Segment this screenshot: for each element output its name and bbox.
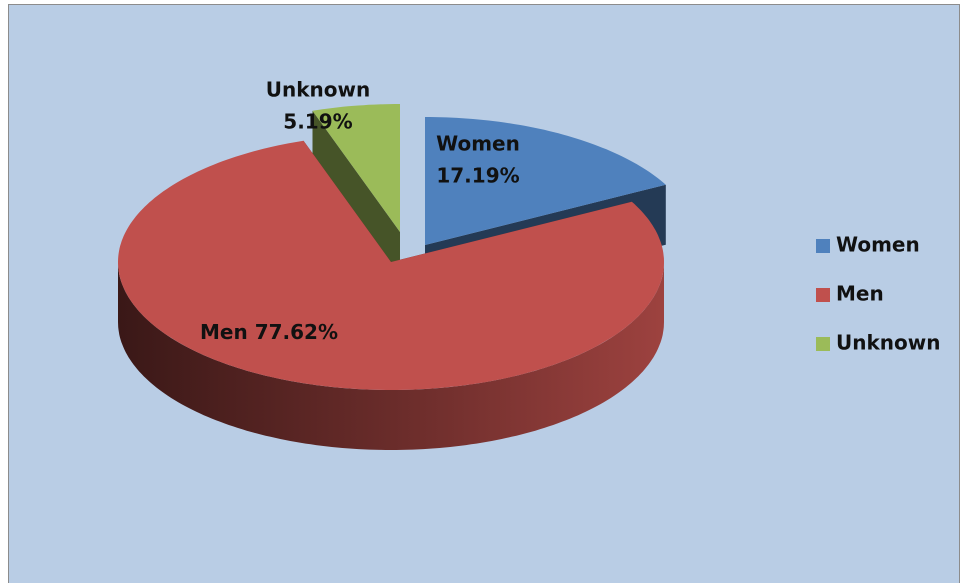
data-label-name: Women [436,132,520,156]
data-label: Men 77.62% [200,320,338,344]
legend-label: Men [836,282,884,306]
legend: Women Men Unknown [816,233,940,355]
data-label-name: Men [200,320,248,344]
legend-swatch [816,337,830,351]
data-label-value: 5.19% [283,110,352,134]
data-label-name: Unknown [266,78,370,102]
legend-label: Women [836,233,920,257]
pie [118,104,666,450]
data-label-value: 77.62% [255,320,338,344]
data-label-value: 17.19% [436,164,519,188]
slice-wall [118,262,664,450]
legend-label: Unknown [836,331,940,355]
pie-slice [118,140,664,450]
slice-top [425,117,666,245]
legend-swatch [816,288,830,302]
legend-swatch [816,239,830,253]
data-labels: Unknown 5.19% Women 17.19% Men 77.62% [200,78,520,344]
slice-top [118,140,664,390]
slice-top [312,104,400,232]
